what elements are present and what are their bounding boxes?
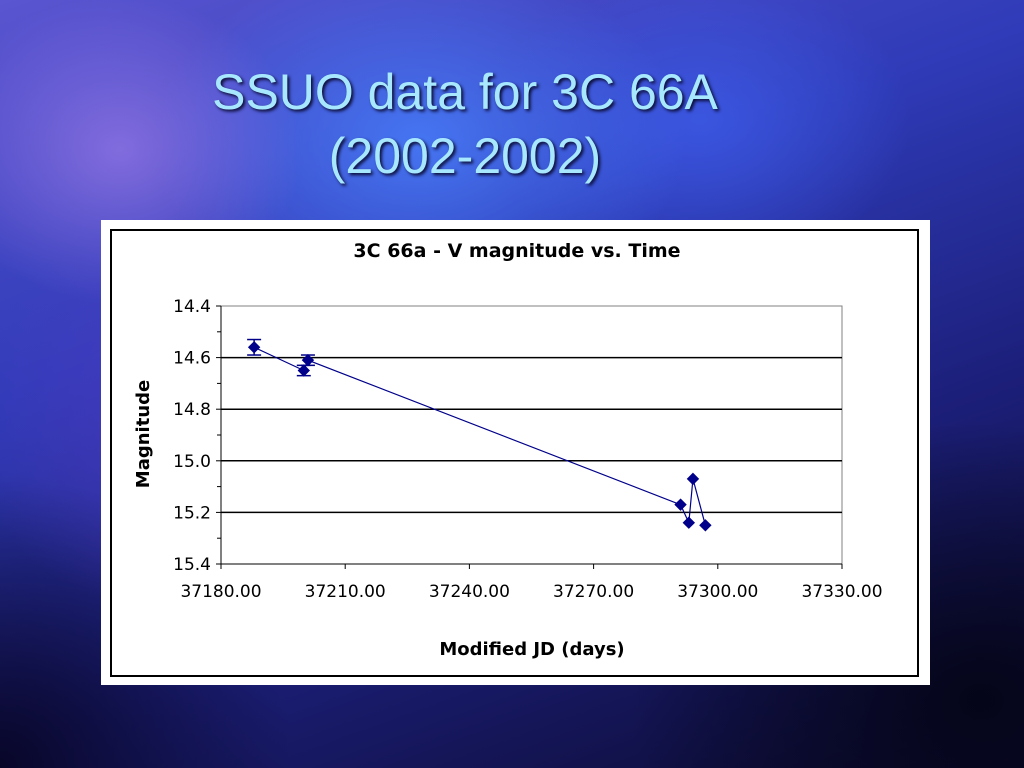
data-point	[699, 519, 712, 532]
grid-lines	[221, 356, 842, 514]
data-point	[674, 498, 687, 511]
x-tick-label: 37240.00	[429, 582, 510, 602]
x-tick-label: 37210.00	[305, 582, 386, 602]
y-tick-label: 14.4	[173, 297, 211, 317]
x-axis-ticks: 37180.00 37210.00 37240.00 37270.00 37300.00…	[180, 563, 883, 602]
slide-title-line-2: (2002-2002)	[328, 128, 602, 184]
x-axis-label: Modified JD (days)	[439, 639, 624, 660]
plot-area	[220, 305, 843, 565]
chart-panel: 14.4 14.6 14.8 15.0 15.2 15.4 37180.00 37210.0…	[101, 220, 930, 685]
x-tick-label: 37270.00	[553, 582, 634, 602]
data-point	[301, 353, 315, 367]
y-tick-label: 15.4	[173, 555, 211, 575]
data-point	[297, 364, 311, 377]
x-tick-label: 37330.00	[801, 582, 882, 602]
slide-title-line-1: SSUO data for 3C 66A	[212, 64, 718, 120]
x-tick-label: 37180.00	[180, 582, 261, 602]
y-tick-label: 15.2	[173, 503, 211, 523]
y-tick-label: 15.0	[173, 452, 211, 472]
y-tick-label: 14.6	[173, 349, 211, 369]
y-tick-label: 14.8	[173, 400, 211, 420]
series-group	[247, 338, 712, 532]
data-point	[247, 341, 261, 354]
chart-title: 3C 66a - V magnitude vs. Time	[353, 240, 680, 262]
slide-title: SSUO data for 3C 66A (2002-2002)	[0, 60, 930, 188]
data-point	[682, 516, 696, 529]
x-tick-label: 37300.00	[677, 582, 758, 602]
chart: 14.4 14.6 14.8 15.0 15.2 15.4 37180.00 37210.0…	[110, 229, 919, 677]
y-axis-ticks: 14.4 14.6 14.8 15.0 15.2 15.4	[173, 297, 222, 575]
data-point	[686, 472, 700, 486]
y-axis-label: Magnitude	[133, 380, 154, 488]
